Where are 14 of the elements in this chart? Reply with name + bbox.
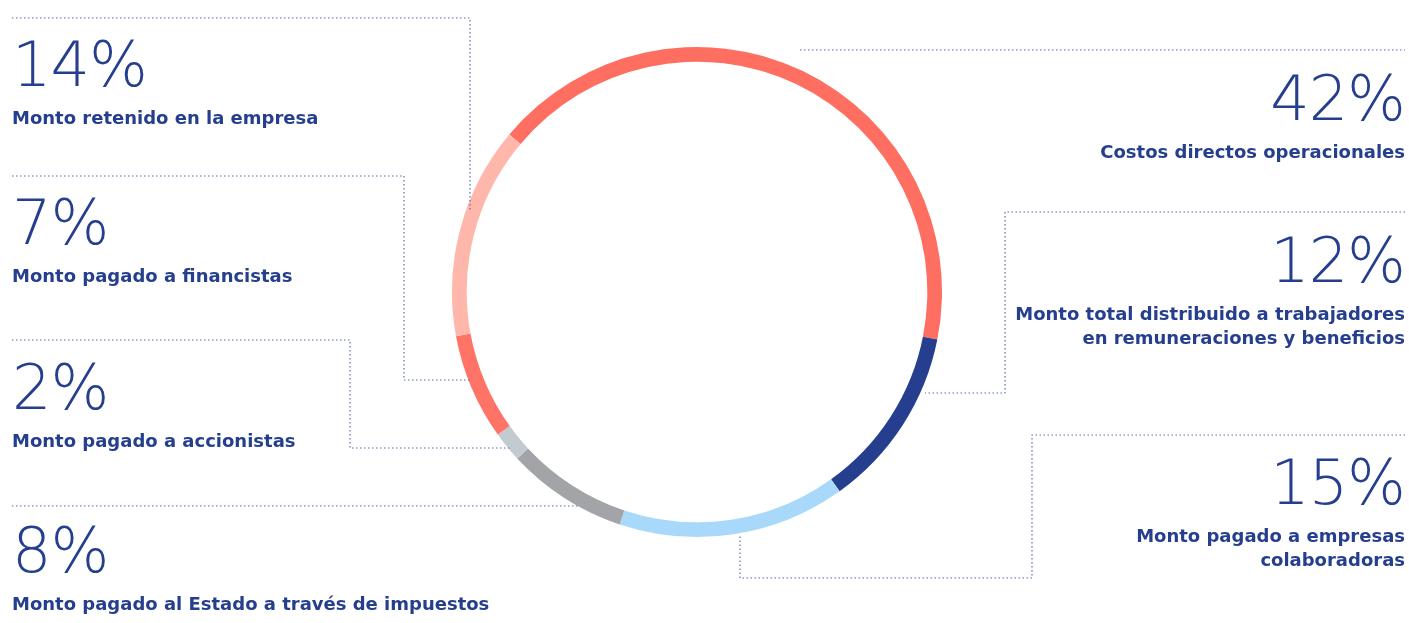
data-label: 42% [1269, 62, 1405, 135]
slice-label: Monto pagado a empresas colaboradoras [1135, 524, 1405, 572]
slice-label: Monto retenido en la empresa [12, 106, 320, 130]
slice-label: Monto total distribuido a trabajadores en remuneraciones y beneficios [1014, 302, 1405, 350]
data-label: 12% [1269, 224, 1405, 297]
data-label: 14% [12, 28, 148, 101]
data-label: 2% [12, 351, 110, 424]
data-label: 7% [12, 186, 110, 259]
slice-label: Costos directos operacionales [1099, 140, 1405, 164]
slice-label: Monto pagado a accionistas [12, 429, 297, 453]
slice-label: Monto pagado al Estado a través de impuestos [12, 592, 491, 616]
data-label: 15% [1269, 446, 1405, 519]
slice-label: Monto pagado a financistas [12, 264, 294, 288]
data-label: 8% [12, 514, 110, 587]
